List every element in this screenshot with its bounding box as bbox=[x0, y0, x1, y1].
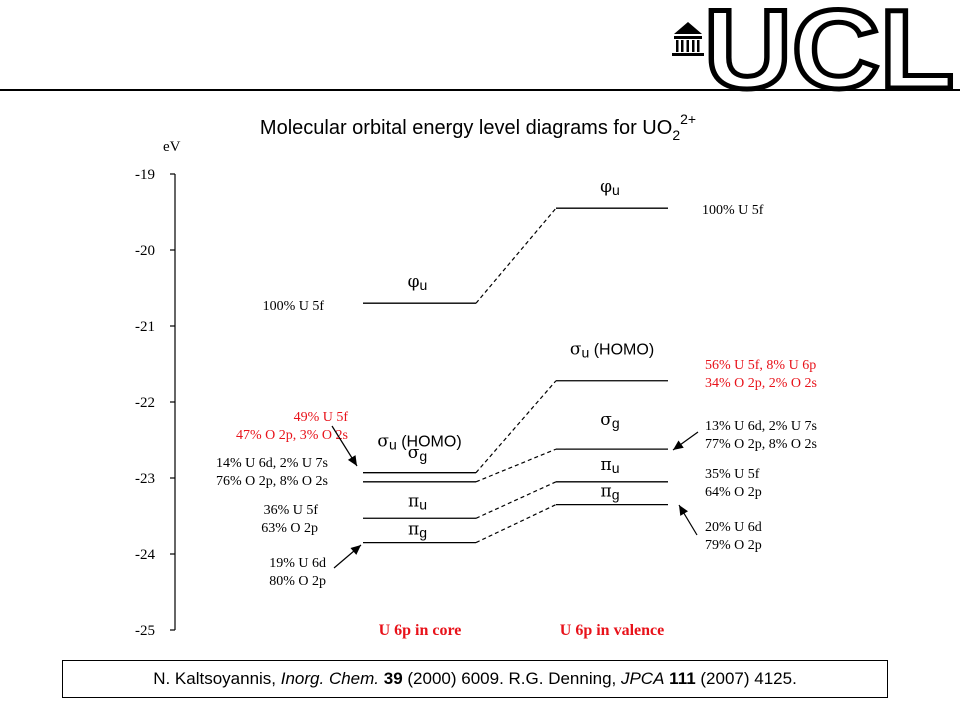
arrow-head bbox=[347, 455, 357, 466]
composition-label: 100% U 5f bbox=[263, 299, 325, 314]
orbital-label: φu bbox=[600, 177, 620, 198]
axis-tick-label: -24 bbox=[135, 547, 155, 563]
orbital-label: πu bbox=[601, 455, 620, 476]
axis-tick-label: -23 bbox=[135, 471, 155, 487]
arrow-head bbox=[679, 505, 689, 516]
orbital-label: σu (HOMO) bbox=[377, 432, 461, 453]
composition-label: 14% U 6d, 2% U 7s bbox=[216, 456, 328, 471]
correlation-line bbox=[475, 481, 557, 519]
orbital-label: φu bbox=[408, 272, 428, 293]
citation-part: 39 bbox=[383, 669, 403, 688]
composition-label: 47% O 2p, 3% O 2s bbox=[236, 428, 348, 443]
arrow-head bbox=[673, 440, 684, 450]
composition-label: 64% O 2p bbox=[705, 485, 762, 500]
axis-tick-label: -25 bbox=[135, 623, 155, 639]
citation-part: Inorg. Chem. bbox=[280, 669, 380, 688]
composition-label: 56% U 5f, 8% U 6p bbox=[705, 358, 816, 373]
column-title-valence: U 6p in valence bbox=[560, 622, 664, 639]
axis-tick-label: -21 bbox=[135, 319, 155, 335]
orbital-label: σg bbox=[600, 410, 619, 431]
citation-box: N. Kaltsoyannis, Inorg. Chem. 39 (2000) … bbox=[62, 660, 888, 698]
composition-label: 63% O 2p bbox=[261, 521, 318, 536]
orbital-label: πu bbox=[408, 491, 427, 512]
composition-label: 35% U 5f bbox=[705, 467, 760, 482]
correlation-line bbox=[475, 207, 557, 304]
citation-part: JPCA bbox=[620, 669, 665, 688]
annotation-arrows bbox=[331, 425, 699, 569]
column-title-core: U 6p in core bbox=[379, 622, 462, 639]
composition-label: 20% U 6d bbox=[705, 520, 762, 535]
citation-part: 111 bbox=[669, 669, 696, 688]
composition-label: 79% O 2p bbox=[705, 538, 762, 553]
axis-tick-label: -19 bbox=[135, 167, 155, 183]
correlation-line bbox=[475, 380, 557, 474]
axis-tick-label: -20 bbox=[135, 243, 155, 259]
composition-label: 100% U 5f bbox=[702, 203, 764, 218]
energy-axis: eV -19 -20 -21 -22 -23 -24 -25 bbox=[135, 139, 181, 639]
composition-label: 49% U 5f bbox=[294, 410, 349, 425]
composition-label: 19% U 6d bbox=[269, 556, 326, 571]
citation-part: (2007) 4125. bbox=[695, 669, 797, 688]
page-title: Molecular orbital energy level diagrams … bbox=[260, 111, 696, 143]
axis-unit-label: eV bbox=[163, 139, 181, 155]
composition-label: 80% O 2p bbox=[269, 574, 326, 589]
composition-label: 34% O 2p, 2% O 2s bbox=[705, 376, 817, 391]
portico-building-icon bbox=[672, 22, 704, 56]
correlation-line bbox=[475, 504, 557, 544]
composition-label: 77% O 2p, 8% O 2s bbox=[705, 437, 817, 452]
orbital-label: πg bbox=[601, 482, 620, 503]
composition-label: 36% U 5f bbox=[264, 503, 319, 518]
correlation-lines bbox=[475, 207, 557, 544]
axis-tick-label: -22 bbox=[135, 395, 155, 411]
ucl-logo-text: UCL bbox=[704, 0, 954, 112]
citation-part: (2000) 6009. R.G. Denning, bbox=[402, 669, 621, 688]
correlation-line bbox=[475, 448, 557, 483]
arrow-head bbox=[350, 545, 361, 555]
citation-part: N. Kaltsoyannis, bbox=[153, 669, 281, 688]
energy-levels bbox=[363, 207, 668, 544]
composition-label: 13% U 6d, 2% U 7s bbox=[705, 419, 817, 434]
orbital-label: πg bbox=[408, 520, 427, 541]
orbital-label: σu (HOMO) bbox=[570, 340, 654, 361]
orbital-label: σg bbox=[408, 443, 427, 464]
ucl-logo: UCL bbox=[672, 0, 957, 115]
composition-label: 76% O 2p, 8% O 2s bbox=[216, 474, 328, 489]
